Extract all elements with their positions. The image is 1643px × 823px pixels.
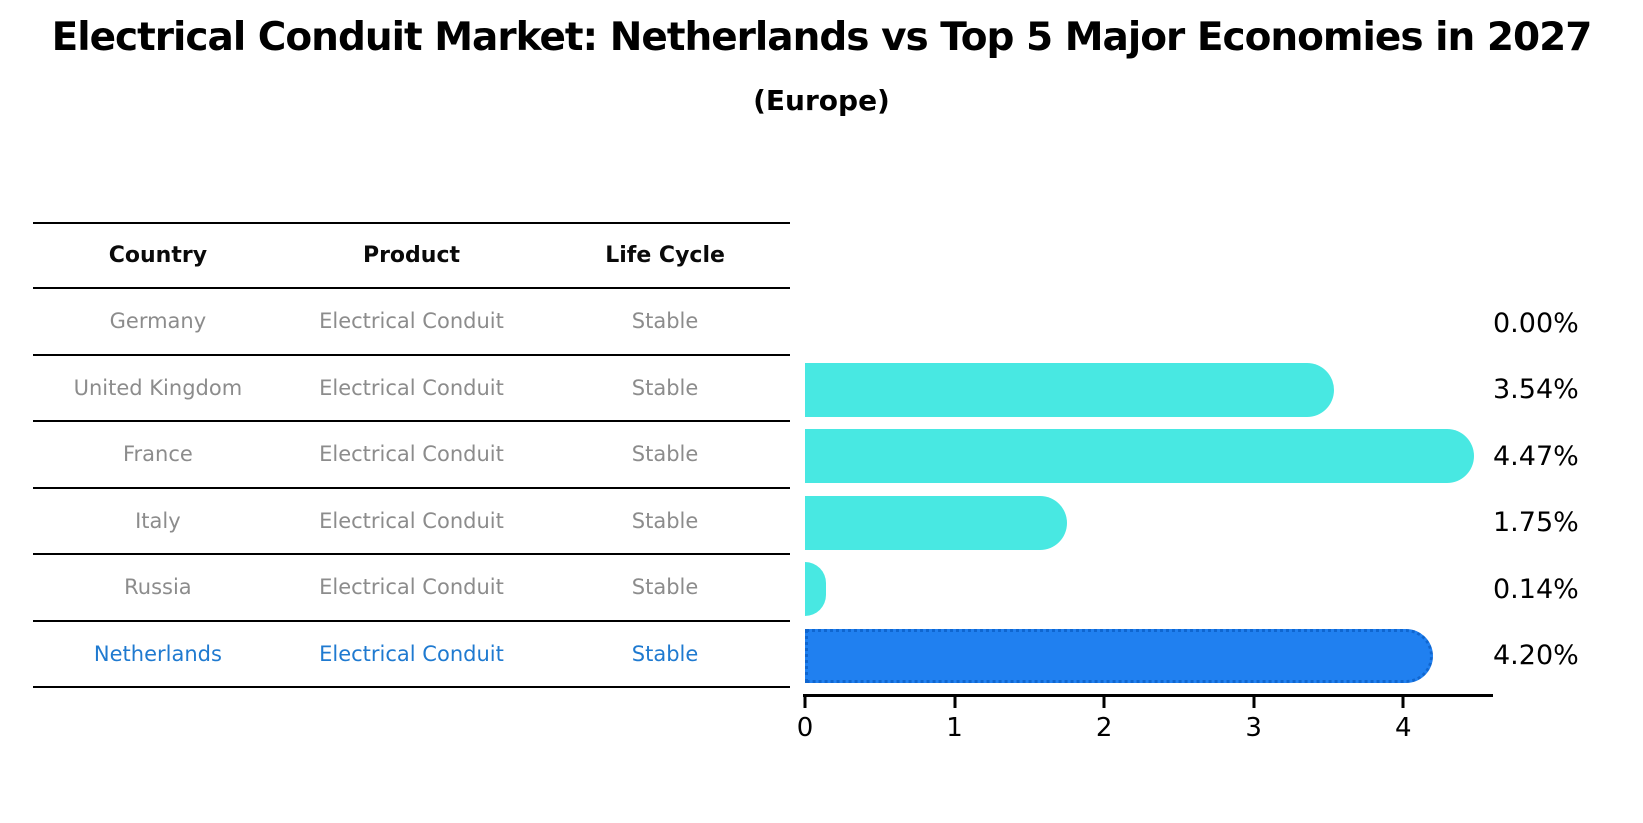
table-row-netherlands: Netherlands Electrical Conduit Stable bbox=[33, 622, 790, 688]
bar-row-italy bbox=[805, 490, 1493, 557]
value-label-germany: 0.00% bbox=[1493, 307, 1579, 339]
cell-lifecycle: Stable bbox=[631, 309, 699, 334]
cell-country: Netherlands bbox=[93, 641, 222, 666]
table-header-country: Country bbox=[108, 243, 208, 268]
cell-lifecycle: Stable bbox=[631, 641, 699, 666]
cell-country: Germany bbox=[109, 309, 207, 334]
cell-product: Electrical Conduit bbox=[319, 442, 504, 467]
bar-france bbox=[805, 429, 1474, 483]
bar-row-united-kingdom bbox=[805, 357, 1493, 424]
x-axis-line bbox=[803, 694, 1493, 697]
value-label-netherlands: 4.20% bbox=[1493, 640, 1579, 672]
bar-netherlands bbox=[805, 628, 1434, 683]
x-axis-ticks: 0 1 2 3 4 bbox=[797, 697, 1493, 757]
x-tick-mark bbox=[953, 697, 957, 708]
cell-product: Electrical Conduit bbox=[319, 309, 504, 334]
cell-country: Russia bbox=[124, 575, 192, 600]
x-tick-label: 2 bbox=[1095, 713, 1113, 743]
cell-lifecycle: Stable bbox=[631, 442, 699, 467]
x-tick-mark bbox=[803, 697, 807, 708]
table-header-lifecycle: Life Cycle bbox=[605, 243, 725, 268]
country-table: Country Product Life Cycle Germany Elect… bbox=[33, 222, 790, 688]
bar-russia bbox=[805, 562, 826, 616]
x-tick-mark bbox=[1401, 697, 1405, 708]
cell-product: Electrical Conduit bbox=[319, 641, 504, 666]
x-tick-label: 0 bbox=[796, 713, 814, 743]
bar-united-kingdom bbox=[805, 362, 1335, 417]
cell-lifecycle: Stable bbox=[631, 575, 699, 600]
x-tick-label: 1 bbox=[946, 713, 963, 743]
cell-lifecycle: Stable bbox=[631, 508, 699, 533]
value-label-italy: 1.75% bbox=[1493, 507, 1579, 539]
x-tick-mark bbox=[1102, 697, 1106, 708]
x-tick-label: 4 bbox=[1394, 713, 1412, 743]
bar-row-germany bbox=[805, 290, 1493, 357]
bar-row-france bbox=[805, 423, 1493, 490]
x-tick-mark bbox=[1252, 697, 1256, 708]
table-header-row: Country Product Life Cycle bbox=[33, 222, 790, 289]
bar-row-netherlands bbox=[805, 623, 1493, 690]
cell-country: France bbox=[122, 442, 193, 467]
table-row-france: France Electrical Conduit Stable bbox=[33, 422, 790, 489]
cell-product: Electrical Conduit bbox=[319, 508, 504, 533]
bar-italy bbox=[805, 495, 1067, 550]
table-row-united-kingdom: United Kingdom Electrical Conduit Stable bbox=[33, 356, 790, 422]
value-label-france: 4.47% bbox=[1493, 440, 1579, 472]
cell-country: Italy bbox=[135, 508, 181, 533]
bar-row-russia bbox=[805, 556, 1493, 623]
cell-product: Electrical Conduit bbox=[319, 375, 504, 400]
cell-product: Electrical Conduit bbox=[319, 575, 504, 600]
bar-plot-area bbox=[805, 290, 1493, 689]
chart-subtitle: (Europe) bbox=[753, 84, 890, 117]
x-tick-label: 3 bbox=[1245, 713, 1262, 743]
table-row-italy: Italy Electrical Conduit Stable bbox=[33, 489, 790, 555]
chart-title: Electrical Conduit Market: Netherlands v… bbox=[51, 15, 1593, 60]
value-label-russia: 0.14% bbox=[1493, 573, 1579, 605]
cell-lifecycle: Stable bbox=[631, 375, 699, 400]
value-label-united-kingdom: 3.54% bbox=[1493, 374, 1579, 406]
table-row-germany: Germany Electrical Conduit Stable bbox=[33, 289, 790, 356]
table-row-russia: Russia Electrical Conduit Stable bbox=[33, 555, 790, 622]
cell-country: United Kingdom bbox=[73, 375, 243, 400]
table-header-product: Product bbox=[362, 243, 461, 268]
